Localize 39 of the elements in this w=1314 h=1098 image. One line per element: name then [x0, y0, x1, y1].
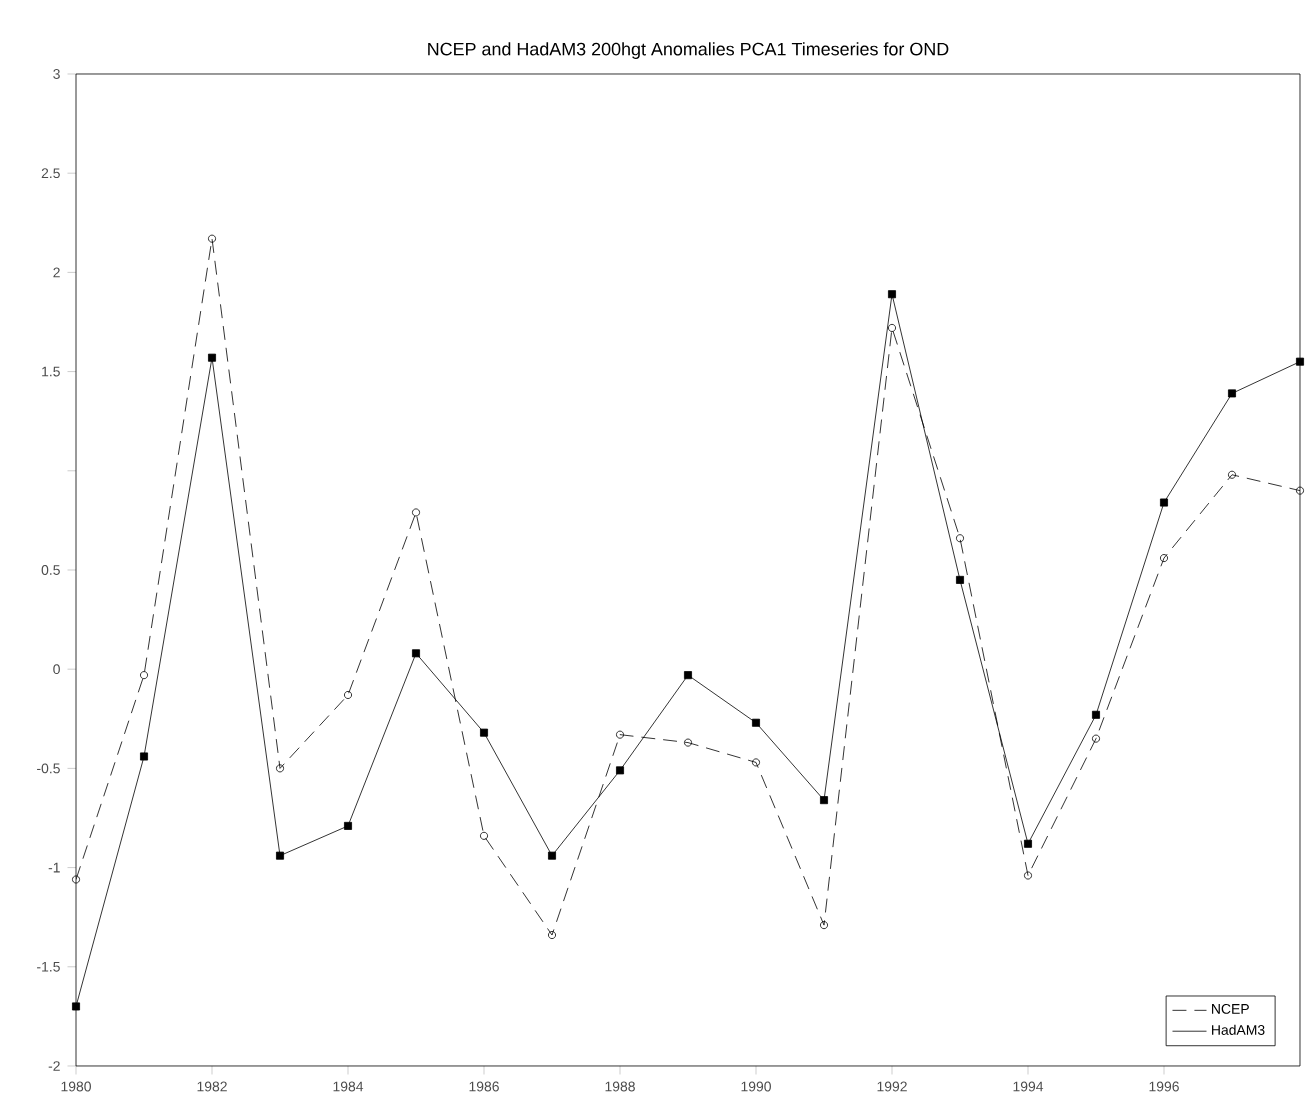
point: [820, 796, 828, 805]
point: [480, 728, 488, 737]
point: [684, 738, 692, 747]
point: [72, 1002, 80, 1011]
point: [344, 821, 352, 830]
point: [684, 671, 692, 680]
point: [1024, 839, 1032, 848]
point: [1092, 710, 1100, 719]
point: [616, 766, 624, 775]
chart-title: NCEP and HadAM3 200hgt Anomalies PCA1 Timeseries for OND: [428, 42, 949, 59]
point: [1160, 498, 1168, 507]
point: [616, 730, 624, 739]
point: [412, 508, 420, 517]
point: [752, 758, 760, 767]
point: [1160, 554, 1168, 563]
point: [140, 671, 148, 680]
point: [276, 851, 284, 860]
point: [140, 752, 148, 761]
point: [1228, 389, 1236, 398]
point: [548, 851, 556, 860]
point: [956, 575, 964, 584]
point: [956, 534, 964, 543]
point: [72, 875, 80, 884]
point: [888, 290, 896, 299]
point: [344, 690, 352, 699]
point: [1296, 486, 1304, 495]
point: [208, 353, 216, 362]
point: [480, 831, 488, 840]
point: [208, 234, 216, 243]
point: [1228, 470, 1236, 479]
point: [412, 649, 420, 658]
point: [888, 323, 896, 332]
point: [752, 718, 760, 727]
point: [548, 931, 556, 940]
point: [1296, 357, 1304, 366]
point: [1092, 734, 1100, 743]
point: [1024, 871, 1032, 880]
point: [820, 921, 828, 930]
point: [276, 764, 284, 773]
